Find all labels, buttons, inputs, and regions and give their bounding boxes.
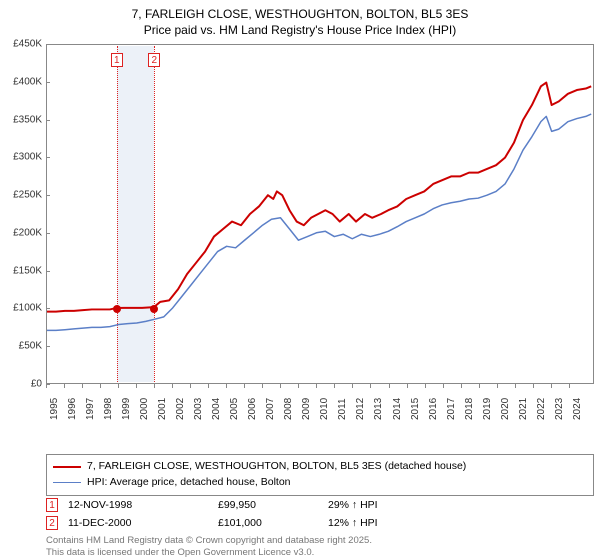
title-block: 7, FARLEIGH CLOSE, WESTHOUGHTON, BOLTON,… (0, 0, 600, 38)
x-tick-label: 2022 (536, 398, 547, 420)
x-tick-label: 2014 (392, 398, 403, 420)
legend-label-price-paid: 7, FARLEIGH CLOSE, WESTHOUGHTON, BOLTON,… (87, 459, 466, 475)
series-line-hpi (47, 114, 591, 330)
y-tick-label: £400K (0, 76, 42, 87)
x-tick-label: 2004 (211, 398, 222, 420)
x-tick-label: 2017 (446, 398, 457, 420)
x-tick-label: 2012 (355, 398, 366, 420)
x-tick-label: 2003 (193, 398, 204, 420)
y-tick-label: £350K (0, 114, 42, 125)
sale-point-marker (113, 305, 121, 313)
x-tick-label: 2002 (175, 398, 186, 420)
x-tick-label: 2019 (482, 398, 493, 420)
transaction-vs-hpi: 29% ↑ HPI (328, 499, 438, 511)
transaction-marker: 1 (46, 498, 58, 512)
x-tick-label: 2020 (500, 398, 511, 420)
legend-box: 7, FARLEIGH CLOSE, WESTHOUGHTON, BOLTON,… (46, 454, 594, 496)
sale-marker: 2 (148, 53, 160, 67)
x-tick-label: 2008 (283, 398, 294, 420)
x-tick-label: 2024 (572, 398, 583, 420)
title-line2: Price paid vs. HM Land Registry's House … (0, 22, 600, 38)
x-tick-label: 2010 (319, 398, 330, 420)
title-line1: 7, FARLEIGH CLOSE, WESTHOUGHTON, BOLTON,… (0, 6, 600, 22)
x-tick-label: 1997 (85, 398, 96, 420)
transaction-price: £99,950 (218, 499, 318, 511)
transaction-date: 12-NOV-1998 (68, 499, 208, 511)
transaction-price: £101,000 (218, 517, 318, 529)
x-tick-label: 1998 (103, 398, 114, 420)
legend-item-hpi: HPI: Average price, detached house, Bolt… (53, 475, 587, 491)
legend-swatch-price-paid (53, 466, 81, 468)
sale-marker: 1 (111, 53, 123, 67)
x-tick-label: 2000 (139, 398, 150, 420)
footnote: Contains HM Land Registry data © Crown c… (46, 535, 372, 558)
x-tick-label: 2007 (265, 398, 276, 420)
legend-label-hpi: HPI: Average price, detached house, Bolt… (87, 475, 291, 491)
plot-area: 12 (46, 44, 594, 384)
y-tick-label: £100K (0, 303, 42, 314)
x-tick-label: 1996 (67, 398, 78, 420)
x-tick-label: 2009 (301, 398, 312, 420)
chart-container: 7, FARLEIGH CLOSE, WESTHOUGHTON, BOLTON,… (0, 0, 600, 560)
x-tick-label: 2013 (373, 398, 384, 420)
chart-area: 12 £0£50K£100K£150K£200K£250K£300K£350K£… (0, 44, 600, 424)
series-line-price_paid (47, 83, 591, 312)
y-tick-label: £300K (0, 152, 42, 163)
legend-swatch-hpi (53, 482, 81, 483)
legend-item-price-paid: 7, FARLEIGH CLOSE, WESTHOUGHTON, BOLTON,… (53, 459, 587, 475)
x-tick-label: 2006 (247, 398, 258, 420)
y-tick-label: £150K (0, 265, 42, 276)
x-tick-label: 2016 (428, 398, 439, 420)
transaction-marker: 2 (46, 516, 58, 530)
x-tick-label: 1995 (49, 398, 60, 420)
x-tick-label: 2011 (337, 398, 348, 420)
line-series-svg (47, 45, 593, 383)
footnote-line2: This data is licensed under the Open Gov… (46, 547, 372, 558)
y-tick-label: £450K (0, 39, 42, 50)
transaction-date: 11-DEC-2000 (68, 517, 208, 529)
x-tick-label: 2005 (229, 398, 240, 420)
y-tick-label: £50K (0, 341, 42, 352)
x-tick-label: 2001 (157, 398, 168, 420)
y-tick-label: £250K (0, 190, 42, 201)
footnote-line1: Contains HM Land Registry data © Crown c… (46, 535, 372, 546)
x-tick-label: 1999 (121, 398, 132, 420)
y-tick-label: £200K (0, 227, 42, 238)
table-row: 2 11-DEC-2000 £101,000 12% ↑ HPI (46, 514, 594, 532)
x-tick-label: 2023 (554, 398, 565, 420)
x-tick-label: 2015 (410, 398, 421, 420)
transactions-table: 1 12-NOV-1998 £99,950 29% ↑ HPI 2 11-DEC… (46, 496, 594, 532)
sale-point-marker (150, 305, 158, 313)
x-tick-label: 2021 (518, 398, 529, 420)
transaction-vs-hpi: 12% ↑ HPI (328, 517, 438, 529)
x-tick-label: 2018 (464, 398, 475, 420)
y-tick-label: £0 (0, 379, 42, 390)
table-row: 1 12-NOV-1998 £99,950 29% ↑ HPI (46, 496, 594, 514)
